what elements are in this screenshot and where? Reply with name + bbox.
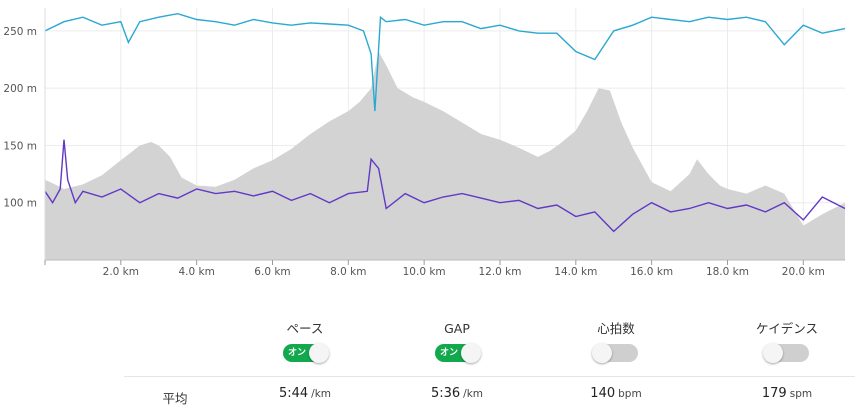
toggle-gap-text: オン bbox=[440, 348, 459, 358]
x-tick-label: 4.0 km bbox=[178, 266, 214, 278]
metric-label-gap: GAP bbox=[444, 321, 470, 336]
average-row-label: 平均 bbox=[162, 391, 188, 406]
y-tick-label: 200 m bbox=[3, 83, 37, 95]
toggle-pace[interactable]: オン bbox=[283, 343, 329, 363]
y-tick-label: 100 m bbox=[3, 198, 37, 210]
toggle-cadence[interactable] bbox=[763, 343, 809, 363]
x-tick-label: 18.0 km bbox=[706, 266, 749, 278]
toggle-knob bbox=[592, 343, 612, 363]
toggle-gap[interactable]: オン bbox=[435, 343, 481, 363]
x-tick-label: 6.0 km bbox=[254, 266, 290, 278]
value-gap-unit: /km bbox=[463, 388, 484, 400]
x-tick-label: 2.0 km bbox=[103, 266, 139, 278]
metric-column-cadence: ケイデンス bbox=[717, 320, 855, 363]
axes bbox=[44, 8, 845, 261]
y-tick-label: 150 m bbox=[3, 140, 37, 152]
x-tick-label: 8.0 km bbox=[330, 266, 366, 278]
value-pace: 5:44/km bbox=[235, 386, 375, 401]
elevation-area bbox=[45, 51, 845, 260]
x-tick-label: 10.0 km bbox=[403, 266, 446, 278]
value-pace-unit: /km bbox=[311, 388, 332, 400]
divider bbox=[124, 376, 855, 377]
value-heart-rate-number: 140 bbox=[590, 386, 616, 401]
metric-label-cadence: ケイデンス bbox=[755, 321, 818, 336]
x-axis-ticks: 2.0 km 4.0 km 6.0 km 8.0 km 10.0 km 12.0 km 14… bbox=[44, 260, 825, 278]
toggle-knob bbox=[763, 343, 783, 363]
value-gap: 5:36/km bbox=[387, 386, 527, 401]
value-cadence-number: 179 bbox=[761, 386, 787, 401]
metric-controls: ペース オン GAP オン 心拍数 ケイデンス 平均 5:44/km 5:36/… bbox=[0, 320, 855, 415]
value-pace-number: 5:44 bbox=[278, 386, 309, 401]
series-line-blue bbox=[44, 12, 846, 112]
toggle-knob bbox=[309, 343, 329, 363]
value-gap-number: 5:36 bbox=[430, 386, 461, 401]
x-tick-label: 12.0 km bbox=[478, 266, 521, 278]
metric-label-heart-rate: 心拍数 bbox=[597, 321, 635, 336]
toggle-heart-rate[interactable] bbox=[592, 343, 638, 363]
x-tick-label: 14.0 km bbox=[554, 266, 597, 278]
toggle-pace-text: オン bbox=[288, 348, 307, 358]
value-heart-rate: 140 bpm bbox=[546, 386, 686, 401]
series-line-purple bbox=[44, 139, 846, 233]
metric-column-heart-rate: 心拍数 bbox=[546, 320, 686, 363]
x-tick-label: 16.0 km bbox=[630, 266, 673, 278]
toggle-knob bbox=[461, 343, 481, 363]
y-axis-ticks: 250 m 200 m 150 m 100 m bbox=[3, 26, 37, 210]
value-cadence: 179 spm bbox=[717, 386, 855, 401]
value-cadence-unit: spm bbox=[789, 388, 813, 400]
chart: 2.0 km 4.0 km 6.0 km 8.0 km 10.0 km 12.0 km 14… bbox=[3, 8, 846, 278]
x-tick-label: 20.0 km bbox=[782, 266, 825, 278]
value-heart-rate-unit: bpm bbox=[618, 388, 642, 400]
metric-label-pace: ペース bbox=[286, 321, 324, 336]
metric-column-pace: ペース オン bbox=[235, 320, 375, 363]
metric-column-gap: GAP オン bbox=[387, 320, 527, 363]
y-tick-label: 250 m bbox=[3, 26, 37, 38]
